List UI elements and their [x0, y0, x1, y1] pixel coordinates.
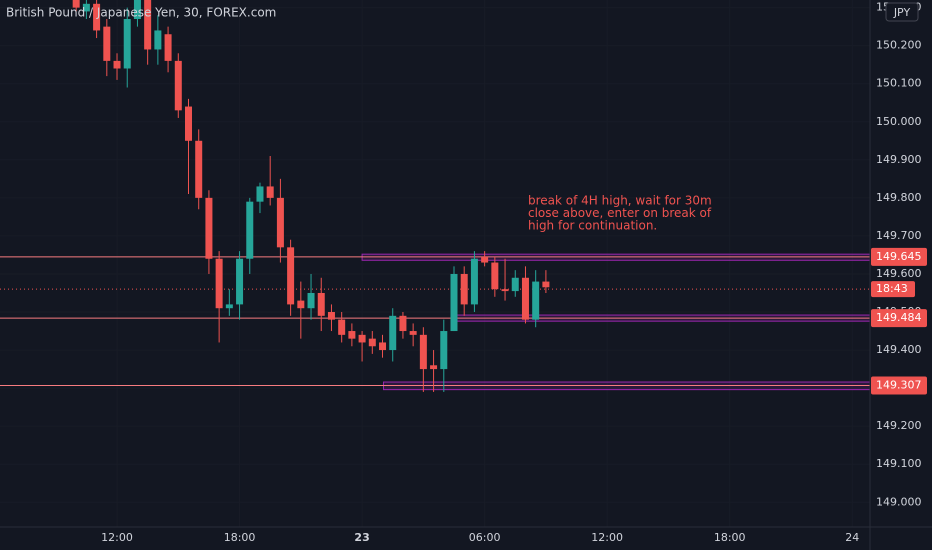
level-label-box [871, 309, 927, 328]
candle-body [113, 60, 121, 69]
candle-body [164, 34, 172, 61]
y-tick-label: 150.000 [876, 115, 922, 128]
candle-body [317, 292, 325, 316]
candle-body [82, 3, 90, 12]
y-tick-label: 149.800 [876, 191, 922, 204]
level-label: 149.645 [876, 250, 922, 263]
y-tick-label: 149.400 [876, 343, 922, 356]
candle-body [215, 258, 223, 309]
candle-body [236, 258, 244, 305]
candle-body [460, 273, 468, 305]
x-tick-label: 06:00 [469, 531, 501, 544]
y-tick-label: 149.700 [876, 229, 922, 242]
y-tick-label: 149.600 [876, 267, 922, 280]
annotation: close above, enter on break of [528, 206, 712, 220]
countdown-label: 18:43 [876, 282, 908, 295]
candle-body [348, 331, 356, 339]
candle-body [470, 258, 478, 305]
level-label: 149.307 [876, 378, 922, 391]
x-tick-label: 24 [845, 531, 859, 544]
annotation: high for continuation. [528, 219, 657, 233]
candle-body [430, 365, 438, 370]
candle-body [93, 3, 101, 31]
countdown-box [871, 281, 915, 298]
y-tick-label: 150.100 [876, 77, 922, 90]
x-tick-label: 12:00 [101, 531, 133, 544]
candle-body [491, 262, 499, 290]
candle-body [297, 300, 305, 309]
x-tick-label: 12:00 [591, 531, 623, 544]
candle-body [246, 201, 254, 259]
candle-body [379, 342, 387, 351]
candle-body [532, 281, 540, 320]
currency-label: JPY [893, 6, 911, 19]
x-tick-label: 23 [354, 531, 369, 544]
candle-body [174, 60, 182, 111]
chart-title: British Pound / Japanese Yen, 30, FOREX.… [6, 6, 276, 20]
candle-body [144, 0, 152, 50]
candle-body [501, 289, 509, 292]
candle-body [389, 315, 397, 351]
y-tick-label: 149.900 [876, 153, 922, 166]
candle-body [185, 106, 192, 141]
candle-body [123, 19, 131, 69]
currency-box [885, 2, 919, 22]
candle-body [450, 273, 458, 332]
level-label-box [871, 247, 927, 266]
candle-body [327, 312, 335, 320]
candle-body [276, 197, 284, 248]
y-tick-label: 149.200 [876, 419, 922, 432]
candle-body [195, 140, 203, 198]
candle-body [542, 281, 550, 288]
candle-body [368, 338, 376, 347]
annotation: break of 4H high, wait for 30m [528, 194, 712, 208]
candle-body [307, 292, 315, 309]
candle-body [419, 334, 427, 370]
plot-area [0, 0, 871, 392]
level-label: 149.484 [876, 311, 922, 324]
candle-body [358, 334, 366, 343]
candle-body [338, 319, 346, 335]
candle-body [521, 277, 529, 320]
candle-body [72, 0, 80, 8]
level-label-box [871, 376, 927, 395]
x-tick-label: 18:00 [714, 531, 746, 544]
x-tick-label: 18:00 [224, 531, 256, 544]
candle-body [511, 277, 519, 292]
y-tick-label: 149.100 [876, 457, 922, 470]
y-tick-label: 150.200 [876, 39, 922, 52]
candle-body [154, 30, 162, 50]
candle-body [440, 331, 448, 370]
candle-body [266, 186, 274, 198]
candle-body [481, 256, 489, 263]
candle-body [103, 26, 111, 61]
candle-body [399, 315, 407, 332]
candle-body [225, 304, 233, 309]
candle-body [256, 186, 264, 202]
candle-body [133, 0, 141, 20]
candle-body [409, 331, 417, 335]
y-tick-label: 149.000 [876, 495, 922, 508]
candle-body [287, 247, 295, 305]
candle-body [205, 197, 213, 259]
